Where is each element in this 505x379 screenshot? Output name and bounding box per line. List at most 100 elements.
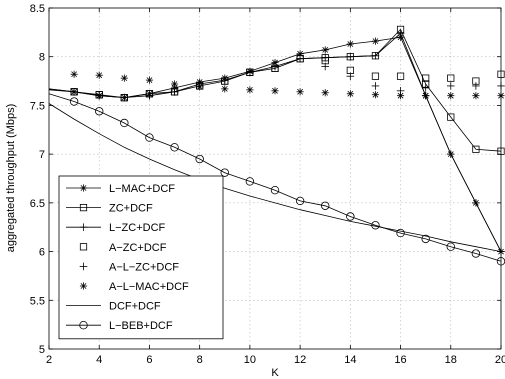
legend-box (58, 175, 224, 340)
series-layer (48, 25, 505, 266)
data-point-l-zc-dcf (446, 150, 455, 158)
x-tick-label: 14 (344, 354, 356, 366)
x-tick-label: 8 (197, 354, 203, 366)
y-tick-label: 6.5 (30, 198, 45, 210)
data-point-a-l-zc-dcf (271, 62, 279, 71)
data-point-a-l-zc-dcf (170, 87, 179, 96)
y-tick-label: 5.5 (30, 295, 45, 307)
legend-item-l-zc-dcf: L−ZC+DCF (66, 222, 166, 234)
legend-label: L−MAC+DCF (109, 183, 175, 195)
y-tick-label: 6 (39, 247, 45, 259)
data-point-l-mac-dcf (346, 40, 354, 48)
data-point-a-l-zc-dcf (220, 76, 229, 84)
data-point-l-beb-dcf (371, 221, 380, 230)
data-point-a-zc-dcf (422, 74, 430, 82)
legend-item-a-zc-dcf: A−ZC+DCF (79, 242, 167, 254)
data-point-l-beb-dcf (396, 228, 405, 238)
data-point-a-l-mac-dcf (95, 71, 103, 79)
data-point-l-beb-dcf (346, 212, 355, 221)
data-point-l-beb-dcf (421, 234, 430, 244)
data-point-l-beb-dcf (321, 201, 330, 210)
x-tick-label: 12 (294, 354, 306, 366)
y-tick-label: 7 (39, 149, 45, 161)
data-point-l-beb-dcf (145, 133, 154, 142)
data-point-a-l-zc-dcf (321, 62, 330, 71)
series-a-l-mac-dcf (70, 70, 505, 100)
y-tick-label: 8 (39, 52, 45, 64)
data-point-a-l-zc-dcf (145, 91, 154, 100)
series-dcf-dcf (48, 103, 502, 252)
data-point-a-l-mac-dcf (145, 76, 154, 84)
legend-marker-zc-dcf (79, 203, 88, 212)
legend-label: A−L−ZC+DCF (109, 261, 179, 273)
x-tick-label: 4 (96, 354, 102, 366)
legend-marker-l-mac-dcf (79, 184, 88, 192)
data-point-a-l-mac-dcf (346, 90, 354, 98)
x-tick-label: 18 (445, 354, 457, 366)
data-point-l-mac-dcf (321, 46, 329, 54)
legend-item-zc-dcf: ZC+DCF (66, 203, 153, 215)
plot-frame (48, 7, 502, 350)
legend-marker-a-zc-dcf (79, 243, 88, 251)
data-point-l-zc-dcf (396, 29, 405, 38)
data-point-l-beb-dcf (69, 97, 79, 106)
legend-item-a-l-zc-dcf: A−L−ZC+DCF (79, 261, 179, 273)
data-point-l-beb-dcf (270, 185, 280, 195)
data-point-a-l-zc-dcf (296, 54, 304, 63)
legend-marker-a-l-zc-dcf (79, 262, 88, 271)
data-point-l-beb-dcf (120, 118, 129, 128)
data-point-a-zc-dcf (371, 72, 380, 80)
legend-label: L−BEB+DCF (109, 320, 173, 332)
data-point-a-l-mac-dcf (221, 85, 229, 93)
data-point-l-mac-dcf (371, 37, 380, 45)
data-point-l-zc-dcf (346, 52, 355, 61)
series-line-dcf-dcf (48, 103, 502, 252)
legend-item-dcf-dcf: DCF+DCF (66, 301, 161, 313)
data-point-a-l-zc-dcf (95, 91, 104, 100)
data-point-l-beb-dcf (446, 242, 455, 251)
data-point-l-beb-dcf (295, 196, 305, 206)
x-axis-title: K (271, 367, 279, 379)
legend: L−MAC+DCF ZC+DCF L−ZC+DCF A−ZC+DCF A−L−ZC+DC… (58, 175, 224, 340)
legend-item-l-mac-dcf: L−MAC+DCF (66, 183, 175, 195)
data-point-a-l-zc-dcf (346, 72, 355, 80)
y-axis-title: aggregated throughput (Mbps) (5, 104, 17, 253)
data-point-a-l-mac-dcf (396, 92, 405, 100)
data-point-l-zc-dcf (472, 199, 480, 207)
data-point-a-l-zc-dcf (120, 93, 129, 102)
legend-marker-l-beb-dcf (79, 321, 88, 330)
data-point-l-beb-dcf (220, 168, 229, 177)
data-point-a-l-zc-dcf (246, 68, 254, 77)
x-tick-label: 6 (146, 354, 152, 366)
data-point-l-beb-dcf (471, 249, 481, 258)
legend-label: DCF+DCF (109, 301, 161, 313)
data-point-l-zc-dcf (371, 51, 380, 60)
data-point-a-l-mac-dcf (472, 92, 480, 100)
data-point-a-l-mac-dcf (422, 92, 430, 100)
series-a-l-zc-dcf (70, 54, 505, 102)
data-point-a-l-mac-dcf (321, 89, 329, 97)
x-tick-label: 10 (244, 354, 256, 366)
data-point-a-l-mac-dcf (196, 83, 204, 91)
data-point-a-l-zc-dcf (472, 82, 480, 90)
data-point-l-beb-dcf (170, 143, 179, 152)
data-point-a-l-zc-dcf (70, 87, 78, 96)
legend-label: A−ZC+DCF (109, 242, 167, 254)
data-point-l-beb-dcf (245, 177, 255, 186)
legend-label: ZC+DCF (109, 203, 153, 215)
x-tick-label: 20 (495, 354, 505, 366)
data-point-zc-dcf (472, 145, 480, 153)
y-tick-label: 8.5 (30, 3, 45, 15)
series-zc-dcf (48, 25, 505, 155)
x-tick-label: 2 (46, 354, 52, 366)
series-line-l-beb-dcf (48, 93, 502, 262)
data-point-a-l-mac-dcf (271, 87, 279, 95)
legend-item-a-l-mac-dcf: A−L−MAC+DCF (79, 281, 189, 293)
data-point-a-l-zc-dcf (421, 84, 430, 92)
legend-label: L−ZC+DCF (109, 222, 166, 234)
data-point-a-l-mac-dcf (447, 92, 455, 100)
x-tick-label: 16 (394, 354, 406, 366)
data-point-a-l-mac-dcf (70, 70, 78, 78)
legend-label: A−L−MAC+DCF (109, 281, 189, 293)
